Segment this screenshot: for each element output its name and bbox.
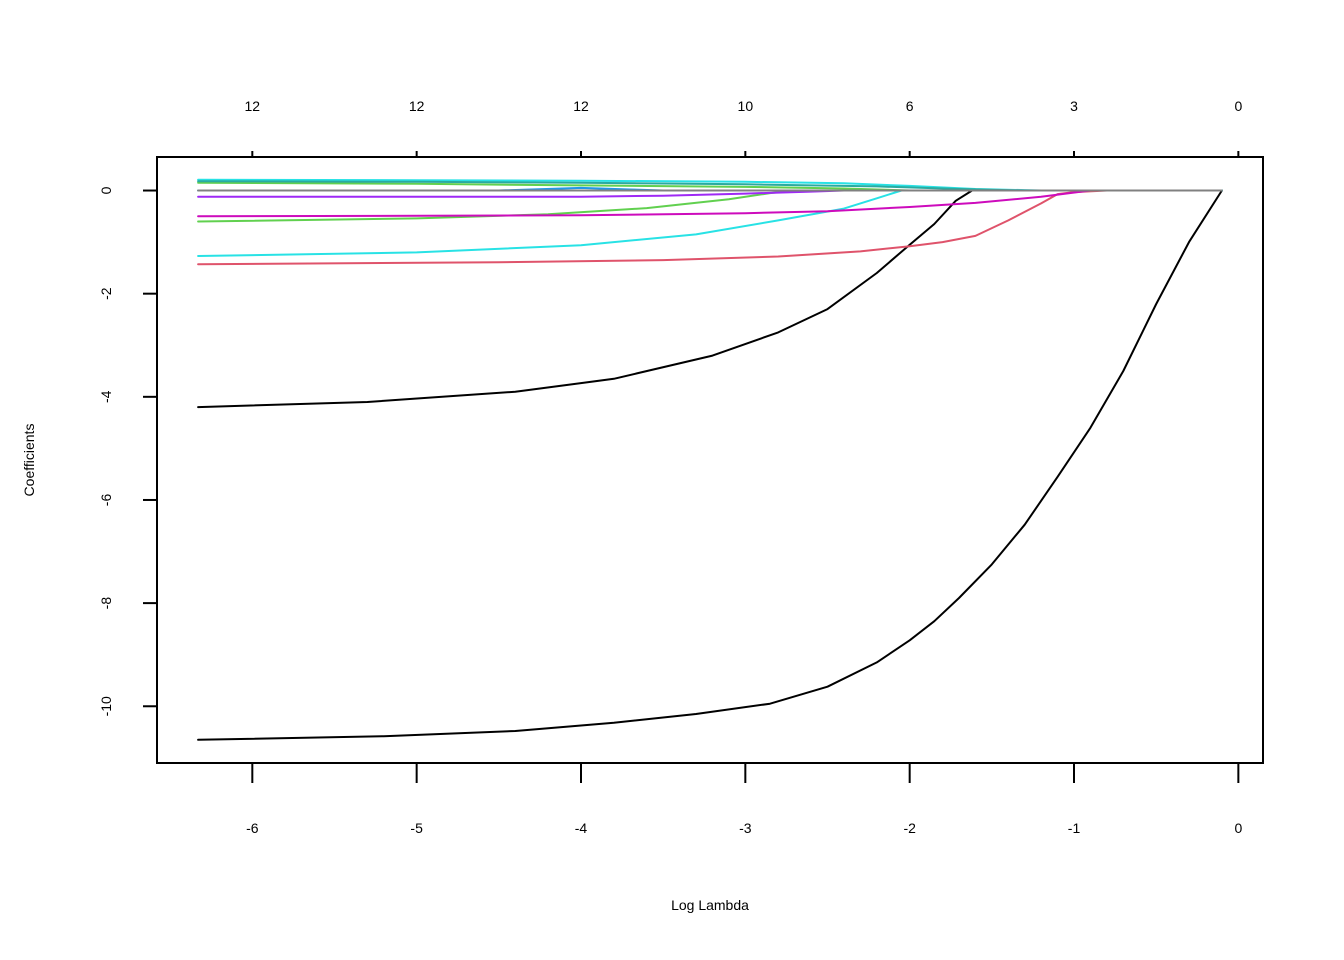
x-tick-label: -3	[739, 820, 752, 836]
x-tick-label: 0	[1234, 820, 1242, 836]
coefficient-path-2	[197, 189, 974, 409]
y-axis-title: Coefficients	[21, 424, 37, 497]
x-tick-label: -1	[1068, 820, 1081, 836]
top-tick-label: 0	[1234, 98, 1242, 114]
y-tick-label: -10	[98, 696, 114, 716]
x-tick-label: -2	[903, 820, 916, 836]
x-axis-title: Log Lambda	[671, 897, 749, 913]
series-layer	[197, 178, 1223, 741]
top-tick-label: 10	[738, 98, 754, 114]
top-tick-label: 3	[1070, 98, 1078, 114]
x-tick-label: -4	[575, 820, 588, 836]
y-tick-label: 0	[98, 186, 114, 194]
y-tick-label: -2	[98, 287, 114, 300]
x-tick-label: -6	[246, 820, 259, 836]
y-tick-label: -4	[98, 390, 114, 403]
coefficient-path-1	[197, 189, 1223, 741]
plot-frame	[156, 156, 1264, 764]
axis-layer: -6 -5 -4 -3 -2 -1 012 12 12 10 6 3 00-2-4-6-8-10	[98, 98, 1242, 836]
y-tick-label: -8	[98, 597, 114, 610]
top-tick-label: 12	[573, 98, 589, 114]
y-tick-label: -6	[98, 494, 114, 507]
top-tick-label: 12	[409, 98, 425, 114]
top-tick-label: 6	[906, 98, 914, 114]
top-tick-label: 12	[245, 98, 261, 114]
coefficient-path-4	[197, 189, 903, 257]
x-tick-label: -5	[410, 820, 423, 836]
